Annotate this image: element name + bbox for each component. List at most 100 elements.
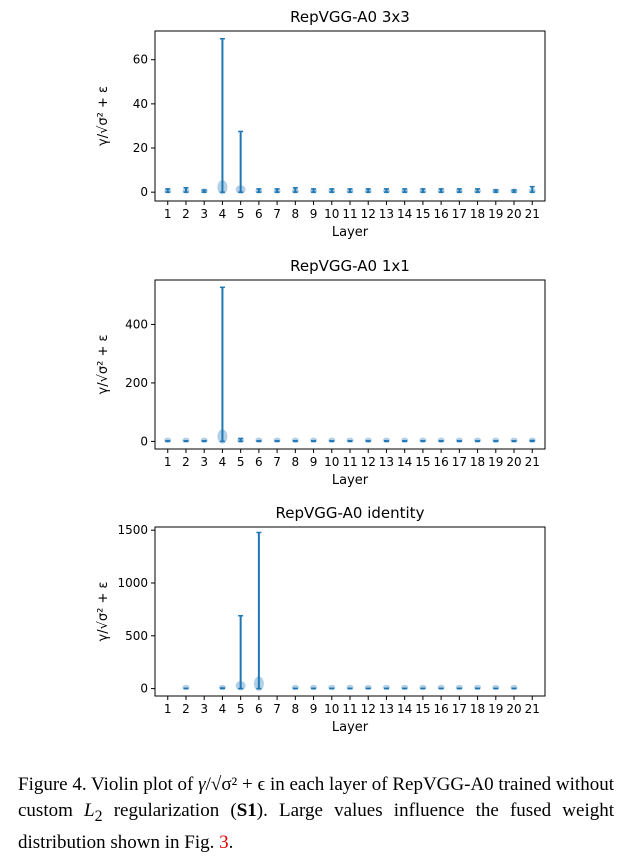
x-tick-label: 17 <box>452 702 467 716</box>
x-tick-label: 9 <box>310 702 318 716</box>
y-tick-label: 1000 <box>117 576 148 590</box>
x-tick-label: 19 <box>488 702 503 716</box>
y-axis-label: γ/√σ² + ε <box>96 582 111 642</box>
caption-text-3: ). Large values influence the fused weig… <box>18 800 614 853</box>
y-tick-label: 400 <box>125 317 148 331</box>
caption-math-gamma: γ <box>198 774 206 795</box>
caption-text-2: regularization ( <box>102 800 237 821</box>
x-axis-label: Layer <box>332 720 369 735</box>
caption-fig-ref[interactable]: 3 <box>219 831 229 853</box>
x-tick-label: 10 <box>324 455 339 469</box>
x-tick-label: 5 <box>237 455 245 469</box>
x-tick-label: 13 <box>379 207 394 221</box>
x-tick-label: 20 <box>506 455 521 469</box>
y-tick-label: 0 <box>140 185 148 199</box>
x-axis-label: Layer <box>332 473 369 488</box>
x-tick-label: 17 <box>452 455 467 469</box>
x-tick-label: 14 <box>397 702 412 716</box>
x-tick-label: 9 <box>310 455 318 469</box>
x-tick-label: 11 <box>342 207 357 221</box>
caption-math-l2: L <box>84 800 95 821</box>
x-tick-label: 4 <box>219 702 227 716</box>
x-tick-label: 17 <box>452 207 467 221</box>
y-tick-label: 20 <box>133 141 148 155</box>
x-tick-label: 3 <box>200 455 208 469</box>
x-tick-label: 5 <box>237 702 245 716</box>
y-tick-label: 200 <box>125 376 148 390</box>
x-tick-label: 10 <box>324 207 339 221</box>
x-tick-label: 8 <box>292 207 300 221</box>
chart-title: RepVGG-A0 1x1 <box>290 257 410 275</box>
x-tick-label: 18 <box>470 455 485 469</box>
x-tick-label: 16 <box>433 702 448 716</box>
x-tick-label: 20 <box>506 702 521 716</box>
plot-frame <box>154 526 546 697</box>
x-tick-label: 18 <box>470 207 485 221</box>
x-tick-label: 11 <box>342 455 357 469</box>
x-tick-label: 3 <box>200 207 208 221</box>
chart-title: RepVGG-A0 3x3 <box>290 8 410 26</box>
caption-math-l2-sub: 2 <box>94 807 103 825</box>
x-tick-label: 1 <box>164 455 172 469</box>
x-tick-label: 15 <box>415 702 430 716</box>
y-tick-label: 40 <box>133 97 148 111</box>
x-tick-label: 13 <box>379 702 394 716</box>
y-axis-label: γ/√σ² + ε <box>96 86 111 146</box>
x-tick-label: 14 <box>397 455 412 469</box>
x-tick-label: 21 <box>525 455 540 469</box>
plot-frame <box>154 279 546 450</box>
plot-frame <box>154 30 546 202</box>
x-tick-label: 16 <box>433 455 448 469</box>
x-tick-label: 2 <box>182 207 190 221</box>
caption-prefix: Figure 4. Violin plot of <box>18 774 199 795</box>
x-tick-label: 21 <box>525 207 540 221</box>
x-tick-label: 14 <box>397 207 412 221</box>
x-tick-label: 12 <box>361 207 376 221</box>
x-tick-label: 13 <box>379 455 394 469</box>
x-tick-label: 8 <box>292 702 300 716</box>
y-tick-label: 1500 <box>117 523 148 537</box>
caption-bold-ref: S1 <box>236 800 257 821</box>
x-tick-label: 2 <box>182 455 190 469</box>
chart-title: RepVGG-A0 identity <box>276 504 425 522</box>
x-tick-label: 21 <box>525 702 540 716</box>
x-tick-label: 4 <box>219 207 227 221</box>
x-tick-label: 19 <box>488 207 503 221</box>
x-tick-label: 11 <box>342 702 357 716</box>
caption-math-rest: /√σ² + ϵ <box>205 774 266 795</box>
x-tick-label: 6 <box>255 455 263 469</box>
x-tick-label: 4 <box>219 455 227 469</box>
x-tick-label: 15 <box>415 455 430 469</box>
x-tick-label: 7 <box>273 455 281 469</box>
x-tick-label: 10 <box>324 702 339 716</box>
x-tick-label: 5 <box>237 207 245 221</box>
y-tick-label: 0 <box>140 434 148 448</box>
figure-caption: Figure 4. Violin plot of γ/√σ² + ϵ in ea… <box>18 772 614 856</box>
y-tick-label: 60 <box>133 53 148 67</box>
x-tick-label: 16 <box>433 207 448 221</box>
x-axis-label: Layer <box>332 225 369 240</box>
x-tick-label: 9 <box>310 207 318 221</box>
x-tick-label: 3 <box>200 702 208 716</box>
y-axis-label: γ/√σ² + ε <box>96 335 111 395</box>
y-tick-label: 500 <box>125 629 148 643</box>
x-tick-label: 1 <box>164 702 172 716</box>
x-tick-label: 7 <box>273 702 281 716</box>
x-tick-label: 18 <box>470 702 485 716</box>
x-tick-label: 12 <box>361 702 376 716</box>
caption-text-1: in each layer of RepVGG-A0 trained witho… <box>18 774 614 821</box>
x-tick-label: 6 <box>255 702 263 716</box>
x-tick-label: 6 <box>255 207 263 221</box>
x-tick-label: 7 <box>273 207 281 221</box>
x-tick-label: 19 <box>488 455 503 469</box>
x-tick-label: 8 <box>292 455 300 469</box>
y-tick-label: 0 <box>140 682 148 696</box>
x-tick-label: 15 <box>415 207 430 221</box>
x-tick-label: 20 <box>506 207 521 221</box>
caption-suffix: . <box>228 831 234 853</box>
x-tick-label: 2 <box>182 702 190 716</box>
